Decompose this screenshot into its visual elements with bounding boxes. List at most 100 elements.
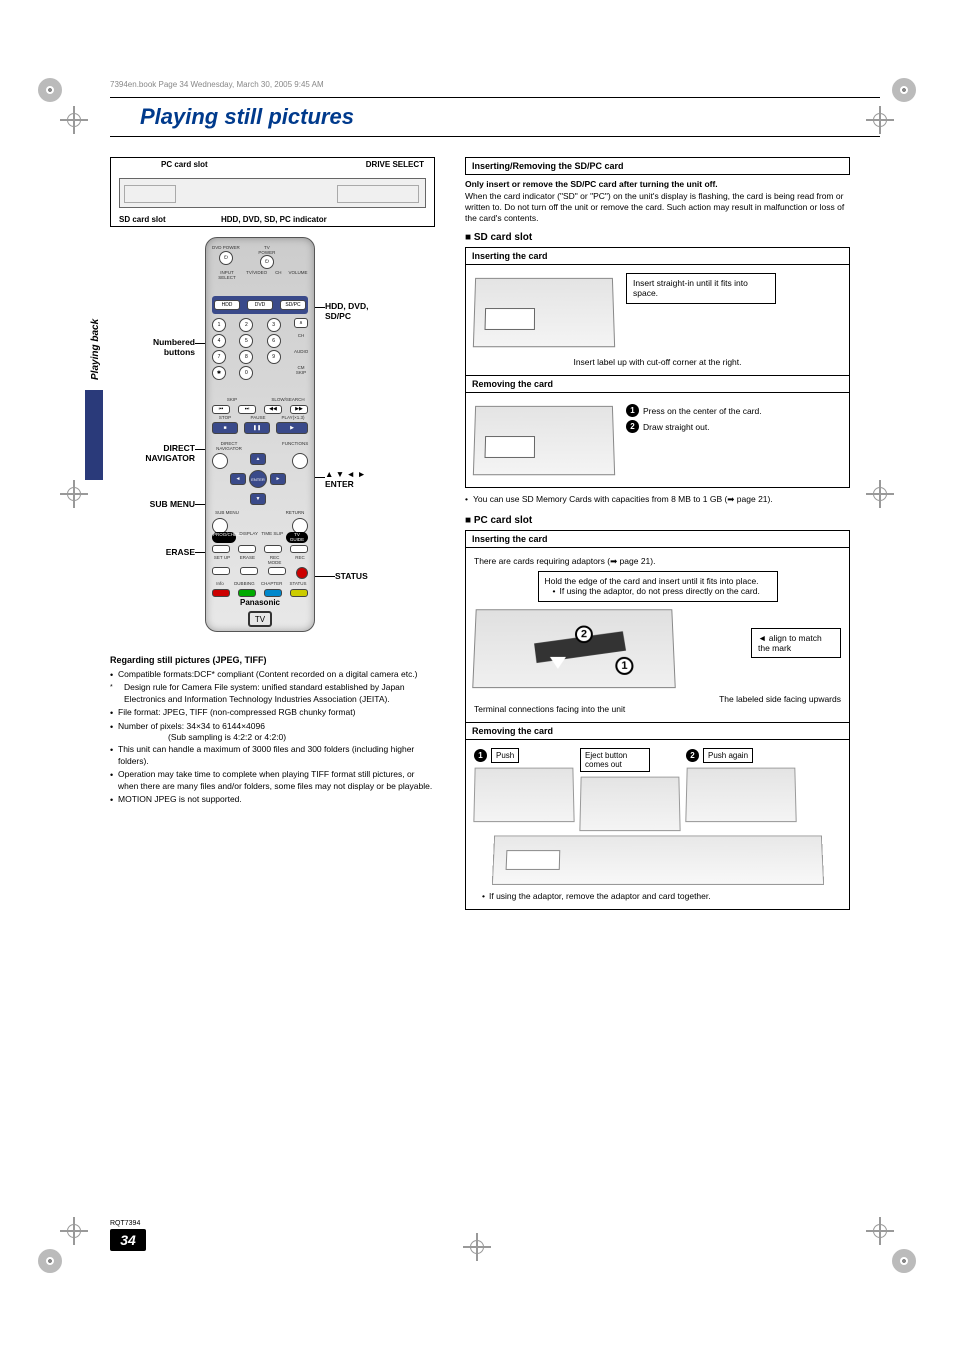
btn-label: REC MODE — [263, 556, 287, 565]
pc-label-side: The labeled side facing upwards — [474, 694, 841, 704]
pc-insert-caption-box: Hold the edge of the card and insert unt… — [538, 571, 778, 601]
page-up: ∧ — [294, 318, 308, 328]
pc-slot-header: PC card slot — [465, 515, 850, 526]
callout-status: STATUS — [335, 571, 368, 581]
num-btn: ✱ — [212, 366, 226, 380]
btn-label: STOP — [212, 416, 238, 421]
callout-hdd-dvd-sdpc: HDD, DVD, SD/PC — [325, 301, 368, 321]
page-number: 34 — [110, 1229, 146, 1251]
num-btn: 8 — [239, 350, 253, 364]
power-btn: ⏻ — [219, 251, 233, 265]
small-btn — [290, 589, 308, 597]
num-btn: 3 — [267, 318, 281, 332]
btn-label: STATUS — [288, 582, 308, 587]
small-btn — [290, 545, 308, 553]
crop-cross — [60, 480, 88, 508]
regarding-section: Regarding still pictures (JPEG, TIFF) Co… — [110, 655, 435, 806]
crop-cross — [60, 1217, 88, 1245]
btn-label: INPUT SELECT — [212, 271, 242, 280]
small-btn — [238, 545, 256, 553]
meta-header: 7394en.book Page 34 Wednesday, March 30,… — [110, 80, 880, 89]
warning-body: When the card indicator ("SD" or "PC") o… — [465, 191, 850, 224]
sd-insert-caption: Insert straight-in until it fits into sp… — [626, 273, 776, 303]
tv-power-btn: ⏻ — [260, 255, 274, 269]
label-sd-card-slot: SD card slot — [119, 215, 166, 224]
insert-remove-title: Inserting/Removing the SD/PC card — [465, 157, 850, 175]
btn-label: RETURN — [282, 511, 308, 516]
btn-label: SLOW/SEARCH — [268, 398, 308, 403]
footer-code: RQT7394 — [110, 1220, 146, 1227]
small-btn — [264, 545, 282, 553]
btn-label: SUB MENU — [212, 511, 242, 516]
sdpc-btn: SD/PC — [280, 300, 306, 310]
pc-remove-illus-3 — [685, 767, 796, 821]
sd-insert-illustration — [473, 278, 615, 347]
page-title: Playing still pictures — [140, 104, 880, 130]
btn-label: TIME SLIP — [261, 532, 283, 543]
sidebar-tab — [85, 390, 103, 480]
regarding-item: Operation may take time to complete when… — [110, 769, 435, 792]
play-btn: ▶ — [276, 422, 308, 434]
btn-label: CH — [294, 334, 308, 348]
step-number: 1 — [626, 404, 639, 417]
callout-line — [315, 576, 335, 577]
sd-insert-title: Inserting the card — [466, 248, 849, 265]
pc-remove-note: •If using the adaptor, remove the adapto… — [474, 891, 841, 901]
pc-remove-illus-1 — [473, 767, 574, 821]
step-number: 1 — [474, 749, 487, 762]
push-again-text: Push again — [703, 748, 753, 763]
num-btn: 7 — [212, 350, 226, 364]
circled-2: 2 — [575, 625, 593, 643]
device-diagram: PC card slot DRIVE SELECT SD card slot H… — [110, 157, 435, 227]
btn-label: AUDIO — [294, 350, 308, 364]
small-btn — [212, 589, 230, 597]
small-btn — [240, 567, 258, 575]
sd-remove-illustration — [473, 406, 615, 475]
btn-label: DUBBING — [233, 582, 255, 587]
sd-capacity-note: You can use SD Memory Cards with capacit… — [465, 494, 850, 505]
regarding-item: This unit can handle a maximum of 3000 f… — [110, 744, 435, 767]
pc-remove-title: Removing the card — [466, 722, 849, 740]
pc-remove-wide-illus — [491, 835, 823, 885]
warning-text: Only insert or remove the SD/PC card aft… — [465, 179, 850, 189]
btn-label: TV/VIDEO — [245, 271, 269, 280]
pc-remove-illus-2 — [579, 776, 680, 830]
reg-mark-bl — [38, 1249, 62, 1273]
callout-line — [315, 477, 325, 478]
pc-insert-intro: There are cards requiring adaptors (➡ pa… — [474, 556, 841, 567]
hdd-btn: HDD — [214, 300, 240, 310]
regarding-item: Compatible formats:DCF* compliant (Conte… — [110, 669, 435, 680]
callout-line — [315, 307, 325, 308]
pc-insert-title: Inserting the card — [466, 531, 849, 548]
callout-arrows-enter: ▲ ▼ ◄ ► ENTER — [325, 469, 366, 489]
push-text: Push — [491, 748, 519, 763]
pc-push-label: 1 Push — [474, 748, 574, 763]
dvd-btn: DVD — [247, 300, 273, 310]
callout-numbered-buttons: Numbered buttons — [110, 337, 195, 357]
regarding-item: Number of pixels: 34×34 to 6144×4096 — [110, 721, 435, 732]
sd-remove-title: Removing the card — [466, 375, 849, 393]
page-footer: RQT7394 34 — [110, 1220, 146, 1251]
num-btn: 1 — [212, 318, 226, 332]
small-btn — [238, 589, 256, 597]
right-btn: ► — [270, 473, 286, 485]
num-btn: 2 — [239, 318, 253, 332]
down-btn: ▼ — [250, 493, 266, 505]
circled-1: 1 — [615, 656, 634, 674]
btn-label: SET UP — [212, 556, 232, 565]
title-bar: Playing still pictures — [110, 97, 880, 137]
num-btn: 4 — [212, 334, 226, 348]
rew: ◀◀ — [264, 405, 282, 414]
step-text: Draw straight out. — [643, 422, 710, 432]
btn-label: CH — [271, 271, 285, 280]
dn-btn — [212, 453, 228, 469]
crop-cross — [60, 106, 88, 134]
btn-label: PLAY(×1.3) — [278, 416, 308, 421]
num-btn: 6 — [267, 334, 281, 348]
device-body-illustration — [119, 178, 426, 208]
regarding-title: Regarding still pictures (JPEG, TIFF) — [110, 655, 435, 665]
reg-mark-tr — [892, 78, 916, 102]
callout-sub-menu: SUB MENU — [110, 499, 195, 509]
rec-btn — [296, 567, 308, 579]
small-btn — [264, 589, 282, 597]
